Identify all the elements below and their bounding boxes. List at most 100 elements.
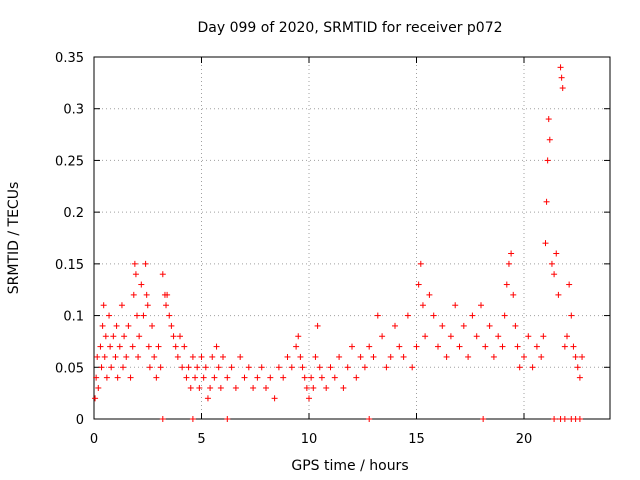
data-point [185, 364, 192, 371]
data-point [443, 353, 450, 360]
data-point [349, 343, 355, 350]
data-point [576, 374, 583, 381]
data-point [168, 322, 175, 329]
data-point [561, 343, 568, 350]
data-point [327, 364, 334, 371]
data-point [183, 374, 190, 381]
data-point [422, 333, 429, 340]
y-tick-label: 0.05 [55, 361, 84, 376]
plot-frame [93, 56, 611, 420]
data-point [323, 384, 330, 391]
data-point [103, 374, 110, 381]
data-point [415, 281, 422, 288]
data-point [460, 322, 467, 329]
x-tick-labels: 0 5 10 15 20 [90, 432, 532, 447]
data-point [396, 343, 403, 350]
data-point [533, 343, 540, 350]
data-point [501, 312, 508, 319]
data-point [473, 333, 480, 340]
data-point [503, 281, 510, 288]
data-point [144, 302, 151, 309]
data-point [135, 353, 142, 360]
data-point [217, 384, 224, 391]
data-point [155, 343, 162, 350]
data-point [271, 395, 278, 402]
data-point [383, 364, 390, 371]
data-point [400, 353, 407, 360]
data-point [127, 374, 134, 381]
y-tick-label: 0 [76, 413, 84, 428]
data-point [209, 353, 216, 360]
y-tick-label: 0.35 [55, 51, 84, 66]
data-point [258, 364, 265, 371]
data-point [374, 312, 381, 319]
data-point [241, 374, 248, 381]
data-point [164, 291, 171, 298]
data-point [97, 343, 104, 350]
data-point [179, 364, 186, 371]
data-point [379, 333, 386, 340]
data-point [543, 198, 550, 205]
data-point [510, 291, 517, 298]
data-point [250, 384, 257, 391]
data-point [92, 395, 99, 402]
y-tick-label: 0.15 [55, 258, 84, 273]
data-point [574, 364, 581, 371]
data-point [189, 416, 196, 422]
x-tick-label: 15 [408, 432, 425, 447]
data-point [101, 353, 108, 360]
data-point [116, 343, 123, 350]
data-point [312, 353, 319, 360]
data-point [559, 85, 566, 92]
data-point [267, 374, 274, 381]
data-point [121, 333, 128, 340]
data-point [480, 416, 487, 422]
data-point [145, 343, 152, 350]
data-point [159, 271, 166, 278]
data-point [196, 384, 203, 391]
data-point [419, 302, 426, 309]
data-point [308, 374, 315, 381]
data-point [430, 312, 437, 319]
data-point [340, 384, 347, 391]
y-axis-label: SRMTID / TECUs [6, 182, 22, 295]
data-point [95, 384, 102, 391]
data-points [92, 64, 586, 422]
data-point [495, 333, 502, 340]
x-tick-label: 20 [516, 432, 533, 447]
data-point [558, 74, 565, 81]
chart-title: Day 099 of 2020, SRMTID for receiver p07… [197, 20, 502, 36]
x-tick-label: 5 [197, 432, 205, 447]
data-point [538, 353, 545, 360]
data-point [544, 157, 551, 164]
data-point [551, 416, 558, 422]
data-point [108, 364, 115, 371]
data-point [357, 353, 364, 360]
data-point [177, 333, 183, 340]
data-point [318, 374, 325, 381]
data-point [98, 364, 105, 371]
data-point [131, 260, 138, 267]
data-point [576, 416, 583, 422]
data-point [568, 312, 575, 319]
data-point [237, 353, 244, 360]
data-point [555, 291, 562, 298]
data-point [508, 250, 515, 257]
data-point [465, 353, 472, 360]
data-point [204, 395, 211, 402]
data-point [245, 364, 252, 371]
data-point [525, 333, 532, 340]
data-point [490, 353, 497, 360]
data-point [106, 312, 113, 319]
data-point [579, 353, 586, 360]
data-point [232, 384, 239, 391]
data-point [413, 343, 420, 350]
data-point [138, 281, 145, 288]
data-point [211, 374, 218, 381]
data-point [545, 116, 552, 123]
data-point [224, 374, 231, 381]
data-point [170, 333, 177, 340]
data-point [529, 364, 536, 371]
data-point [118, 302, 125, 309]
data-point [159, 416, 166, 422]
